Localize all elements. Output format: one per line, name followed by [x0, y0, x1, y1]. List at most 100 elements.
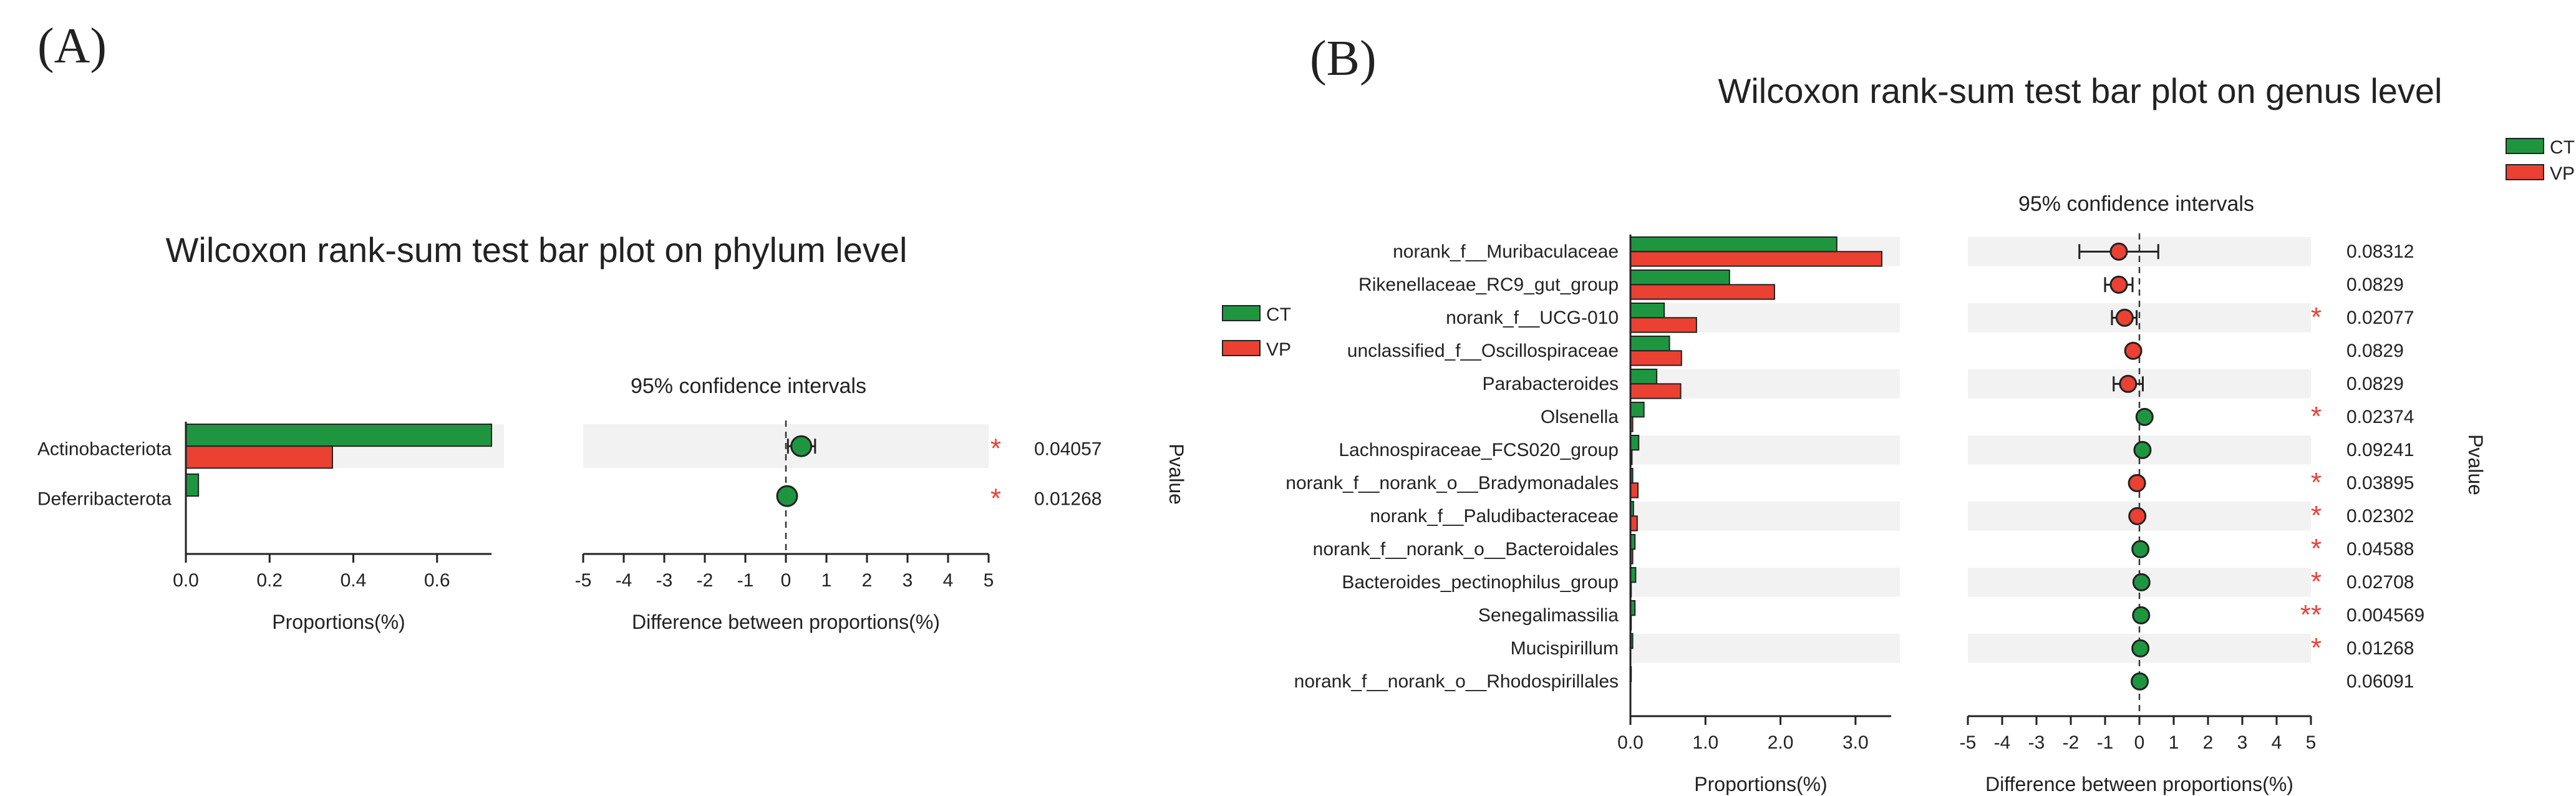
bar-ct: [1630, 402, 1645, 418]
category-label: unclassified_f__Oscillospiraceae: [1347, 341, 1619, 361]
row-band: [1630, 435, 1900, 465]
legend-swatch-vp: [2506, 164, 2544, 180]
x-tick-label: 3.0: [1842, 732, 1869, 753]
legend-label-ct: CT: [2550, 137, 2575, 158]
p-value: 0.0829: [2346, 374, 2404, 394]
category-label: norank_f__Muribaculaceae: [1393, 241, 1619, 262]
category-label: Rikenellaceae_RC9_gut_group: [1358, 274, 1619, 295]
bar-vp: [1630, 515, 1638, 531]
p-value: 0.02708: [2346, 572, 2414, 593]
ci-tick-label: 3: [903, 570, 913, 591]
significance-star: **: [2300, 599, 2322, 630]
ci-point: [2128, 473, 2146, 492]
x-axis-label: Proportions(%): [272, 611, 405, 633]
x-tick-label: 0.0: [173, 570, 199, 591]
p-value: 0.04057: [1034, 439, 1102, 460]
significance-star: *: [2311, 566, 2322, 597]
category-label: Bacteroides_pectinophilus_group: [1342, 572, 1619, 593]
ci-tick-label: -4: [616, 570, 632, 591]
panel-letter: (A): [37, 19, 107, 74]
legend-swatch-ct: [1222, 305, 1261, 321]
ci-tick-label: 2: [2203, 732, 2214, 753]
p-value: 0.02302: [2346, 506, 2414, 527]
panel-letter: (B): [1310, 31, 1377, 86]
ci-point: [2135, 407, 2154, 426]
pvalue-axis-label: Pvalue: [2464, 434, 2487, 495]
ci-point: [2131, 672, 2149, 691]
p-value: 0.04588: [2346, 539, 2414, 560]
ci-tick-label: -2: [2063, 732, 2080, 753]
ci-tick-label: 2: [862, 570, 873, 591]
category-label: Deferribacterota: [37, 489, 172, 510]
category-label: Lachnospiraceae_FCS020_group: [1339, 440, 1619, 460]
bar-vp: [1630, 350, 1682, 366]
significance-star: *: [2311, 533, 2322, 564]
ci-tick-label: -5: [1960, 732, 1977, 753]
p-value: 0.02374: [2346, 407, 2414, 427]
ci-point: [776, 485, 798, 507]
bar-vp: [1630, 383, 1682, 399]
p-value: 0.01268: [1034, 489, 1102, 510]
category-label: Mucispirillum: [1511, 638, 1619, 659]
legend-swatch-vp: [1222, 340, 1261, 356]
x-tick-label: 2.0: [1768, 732, 1794, 753]
row-band: [1630, 568, 1900, 597]
ci-tick-label: 4: [943, 570, 954, 591]
significance-star: *: [2311, 401, 2322, 432]
ci-x-axis-label: Difference between proportions(%): [632, 611, 940, 633]
ci-point: [2109, 242, 2128, 261]
p-value: 0.0829: [2346, 274, 2404, 295]
ci-title: 95% confidence intervals: [631, 374, 866, 398]
bar-vp: [185, 445, 333, 469]
legend-label-vp: VP: [2550, 163, 2575, 184]
ci-tick-label: -1: [2097, 732, 2114, 753]
ci-tick-label: 4: [2272, 732, 2282, 753]
category-label: Actinobacteriota: [37, 439, 172, 460]
ci-tick-label: 0: [781, 570, 792, 591]
p-value: 0.004569: [2346, 605, 2424, 626]
ci-point: [2132, 606, 2151, 624]
ci-point: [2133, 440, 2152, 459]
ci-tick-label: -3: [2028, 732, 2045, 753]
significance-star: *: [2311, 467, 2322, 498]
ci-tick-label: -3: [656, 570, 673, 591]
bar-ct: [1630, 435, 1640, 451]
ci-point: [2131, 639, 2150, 658]
ci-point: [2132, 573, 2151, 591]
ci-tick-label: 0: [2134, 732, 2145, 753]
ci-tick-label: 1: [2169, 732, 2179, 753]
x-tick-label: 0.0: [1617, 732, 1644, 753]
legend-swatch-ct: [2506, 138, 2544, 154]
bar-ct: [1630, 236, 1838, 253]
ci-point: [790, 435, 813, 457]
row-band: [1630, 634, 1900, 663]
ci-title: 95% confidence intervals: [2018, 192, 2254, 216]
category-label: norank_f__norank_o__Bradymonadales: [1286, 473, 1619, 493]
p-value: 0.06091: [2346, 671, 2414, 692]
category-label: norank_f__norank_o__Rhodospirillales: [1294, 671, 1619, 692]
p-value: 0.02077: [2346, 308, 2414, 328]
p-value: 0.09241: [2346, 440, 2414, 460]
ci-point: [2115, 308, 2134, 327]
ci-x-axis-label: Difference between proportions(%): [1985, 773, 2293, 795]
bar-vp: [1630, 482, 1639, 498]
legend-label-ct: CT: [1266, 304, 1291, 325]
category-label: Senegalimassilia: [1478, 605, 1619, 626]
x-axis-label: Proportions(%): [1694, 773, 1827, 795]
ci-tick-label: -1: [737, 570, 754, 591]
significance-star: *: [2311, 633, 2322, 663]
ci-point: [2109, 275, 2128, 294]
bar-vp: [1630, 251, 1882, 267]
category-label: Olsenella: [1541, 407, 1619, 427]
category-label: norank_f__UCG-010: [1446, 308, 1619, 328]
p-value: 0.03895: [2346, 473, 2414, 493]
significance-star: *: [2311, 500, 2322, 531]
ci-tick-label: 5: [984, 570, 994, 591]
significance-star: *: [2311, 302, 2322, 332]
x-tick-label: 0.6: [424, 570, 450, 591]
category-label: Parabacteroides: [1483, 374, 1619, 394]
bar-ct: [185, 424, 492, 447]
category-label: norank_f__Paludibacteraceae: [1370, 506, 1619, 527]
ci-tick-label: 5: [2306, 732, 2317, 753]
